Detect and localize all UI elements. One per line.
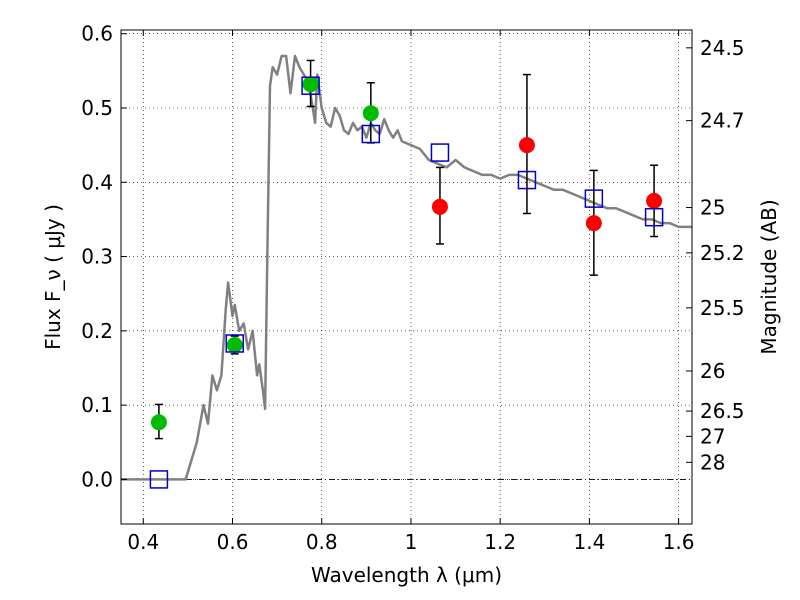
x-tick-label: 1.2	[484, 530, 516, 554]
photometry-box	[149, 470, 169, 489]
right-tick-label: 24.5	[700, 36, 745, 60]
photometry-box	[361, 124, 381, 144]
x-tick-label: 0.6	[217, 530, 249, 554]
y-tick-label: 0.6	[81, 22, 113, 46]
y-tick-label: 0.3	[81, 245, 113, 269]
right-tick-label: 25	[700, 196, 725, 220]
right-tick-label: 25.5	[700, 296, 745, 320]
green-data-point	[302, 76, 319, 93]
x-axis-label: Wavelength λ (μm)	[311, 563, 502, 587]
y-tick-label: 0.2	[81, 319, 113, 343]
right-tick-label: 27	[700, 424, 725, 448]
photometry-box	[517, 170, 537, 190]
photometry-box	[225, 334, 245, 353]
x-tick-label: 1.4	[573, 530, 605, 554]
red-data-point	[431, 198, 448, 215]
green-data-point	[362, 105, 379, 122]
photometry-box	[430, 143, 450, 162]
data-points	[149, 59, 664, 489]
right-tick-label: 28	[700, 450, 725, 474]
red-data-point	[585, 215, 602, 232]
x-tick-label: 0.4	[127, 530, 159, 554]
x-tick-label: 1.6	[663, 530, 695, 554]
model-spectrum-line	[121, 54, 692, 481]
y-tick-label: 0.0	[81, 467, 113, 491]
green-data-point	[226, 336, 243, 353]
right-tick-label: 25.2	[700, 241, 745, 265]
photometry-box	[301, 76, 320, 95]
photometry-box	[644, 207, 664, 227]
grid	[121, 30, 692, 524]
y-tick-label: 0.1	[81, 393, 113, 417]
red-data-point	[646, 192, 663, 209]
axis-ticks: 0.4 0.6 0.8 1 1.2 1.4 1.6 0.0 0.1 0.2 0.3 0.4 0.5 0.6…	[81, 22, 744, 554]
right-axis-label: Magnitude (AB)	[757, 199, 781, 354]
green-data-point	[150, 414, 167, 431]
photometry-box	[584, 189, 604, 208]
red-data-point	[518, 137, 535, 154]
y-axis-label: Flux F_ν ( μJy )	[41, 204, 65, 350]
plot-frame	[120, 29, 693, 525]
x-tick-label: 0.8	[306, 530, 338, 554]
y-tick-label: 0.4	[81, 170, 113, 194]
y-tick-label: 0.5	[81, 96, 113, 120]
right-tick-label: 26.5	[700, 399, 745, 423]
x-tick-label: 1	[405, 530, 418, 554]
right-tick-label: 24.7	[700, 109, 745, 133]
right-tick-label: 26	[700, 359, 725, 383]
